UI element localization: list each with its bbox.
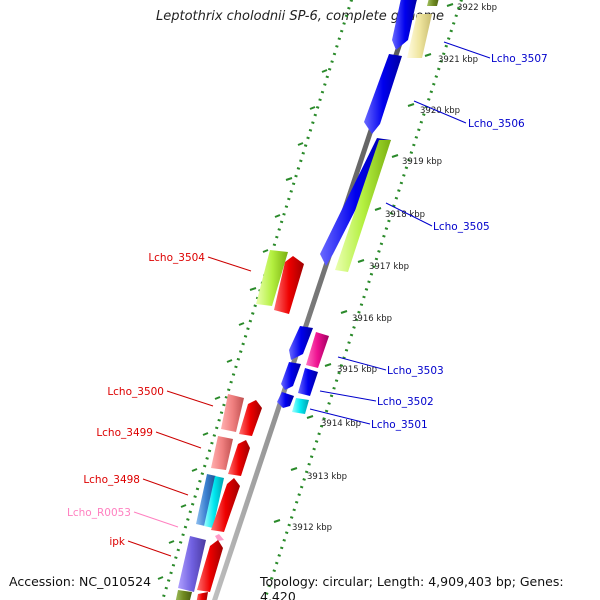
gene-feature[interactable] [292,398,309,414]
gene-label: Lcho_3498 [83,474,140,486]
gene-feature-lcho-r0053[interactable] [215,534,224,541]
gene-labels-reverse: Lcho_3504 Lcho_3500 Lcho_3499 Lcho_3498 … [67,252,205,548]
gene-label: Lcho_3504 [148,252,205,264]
gene-label: ipk [109,536,126,548]
gene-label: Lcho_3507 [491,53,548,65]
gene-feature-ipk[interactable] [178,536,206,592]
gene-feature-lcho-3499[interactable] [211,436,233,470]
scale-label: 3920 kbp [420,106,460,116]
gene-feature-lcho-3498[interactable] [196,474,216,526]
gene-feature[interactable] [197,540,223,592]
scale-ticks [273,3,454,523]
scale-label: 3912 kbp [292,523,332,533]
gc-ticks [157,69,328,580]
scale-label: 3919 kbp [402,157,442,167]
gene-feature[interactable] [239,400,262,436]
accession-label: Accession: NC_010524 [9,574,152,589]
gene-labels-forward: Lcho_3507 Lcho_3506 Lcho_3505 Lcho_3503 … [371,53,548,431]
map-title: Leptothrix cholodnii SP-6, complete geno… [156,9,444,24]
gene-feature[interactable] [228,440,250,476]
gene-label: Lcho_3505 [433,221,490,233]
scale-label: 3916 kbp [352,314,392,324]
gene-label: Lcho_3503 [387,365,444,377]
topology-label: Topology: circular; Length: 4,909,403 bp… [260,574,564,600]
gene-feature-lcho-3504[interactable] [256,250,288,306]
scale-label: 3913 kbp [307,472,347,482]
gene-feature[interactable] [175,590,192,600]
gene-feature-lcho-3501[interactable] [277,392,294,408]
gene-feature-lcho-3506[interactable] [364,54,402,134]
gene-feature[interactable] [427,0,440,6]
scale-label: 3921 kbp [438,55,478,65]
gene-feature[interactable] [274,256,304,314]
gene-feature[interactable] [335,140,391,272]
gene-feature[interactable] [196,592,208,600]
leader-line-rna [133,511,179,528]
scale-label: 3914 kbp [321,419,361,429]
scale-label: 3918 kbp [385,210,425,220]
gene-feature[interactable] [211,478,240,532]
gene-feature[interactable] [306,332,329,368]
gene-feature[interactable] [204,476,224,528]
gene-feature-lcho-3500[interactable] [221,394,244,432]
inner-guide-ring [160,0,354,600]
scale-label: 3915 kbp [337,365,377,375]
gene-feature-lcho-3503[interactable] [289,326,313,360]
leader-lines-reverse [127,256,252,557]
scale-label: 3922 kbp [457,3,497,13]
scale-labels: 3922 kbp 3921 kbp 3920 kbp 3919 kbp 3918… [292,3,497,533]
gene-label: Lcho_3502 [377,396,434,408]
gene-feature-lcho-3502[interactable] [281,362,301,390]
scale-label: 3917 kbp [369,262,409,272]
gene-label: Lcho_3499 [96,427,153,439]
gene-feature[interactable] [298,368,318,396]
gene-label: Lcho_R0053 [67,507,131,519]
gene-label: Lcho_3501 [371,419,428,431]
gene-feature[interactable] [392,0,418,50]
gene-label: Lcho_3506 [468,118,525,130]
leader-lines-forward [309,41,491,425]
gene-label: Lcho_3500 [107,386,164,398]
gene-feature[interactable] [407,14,432,58]
